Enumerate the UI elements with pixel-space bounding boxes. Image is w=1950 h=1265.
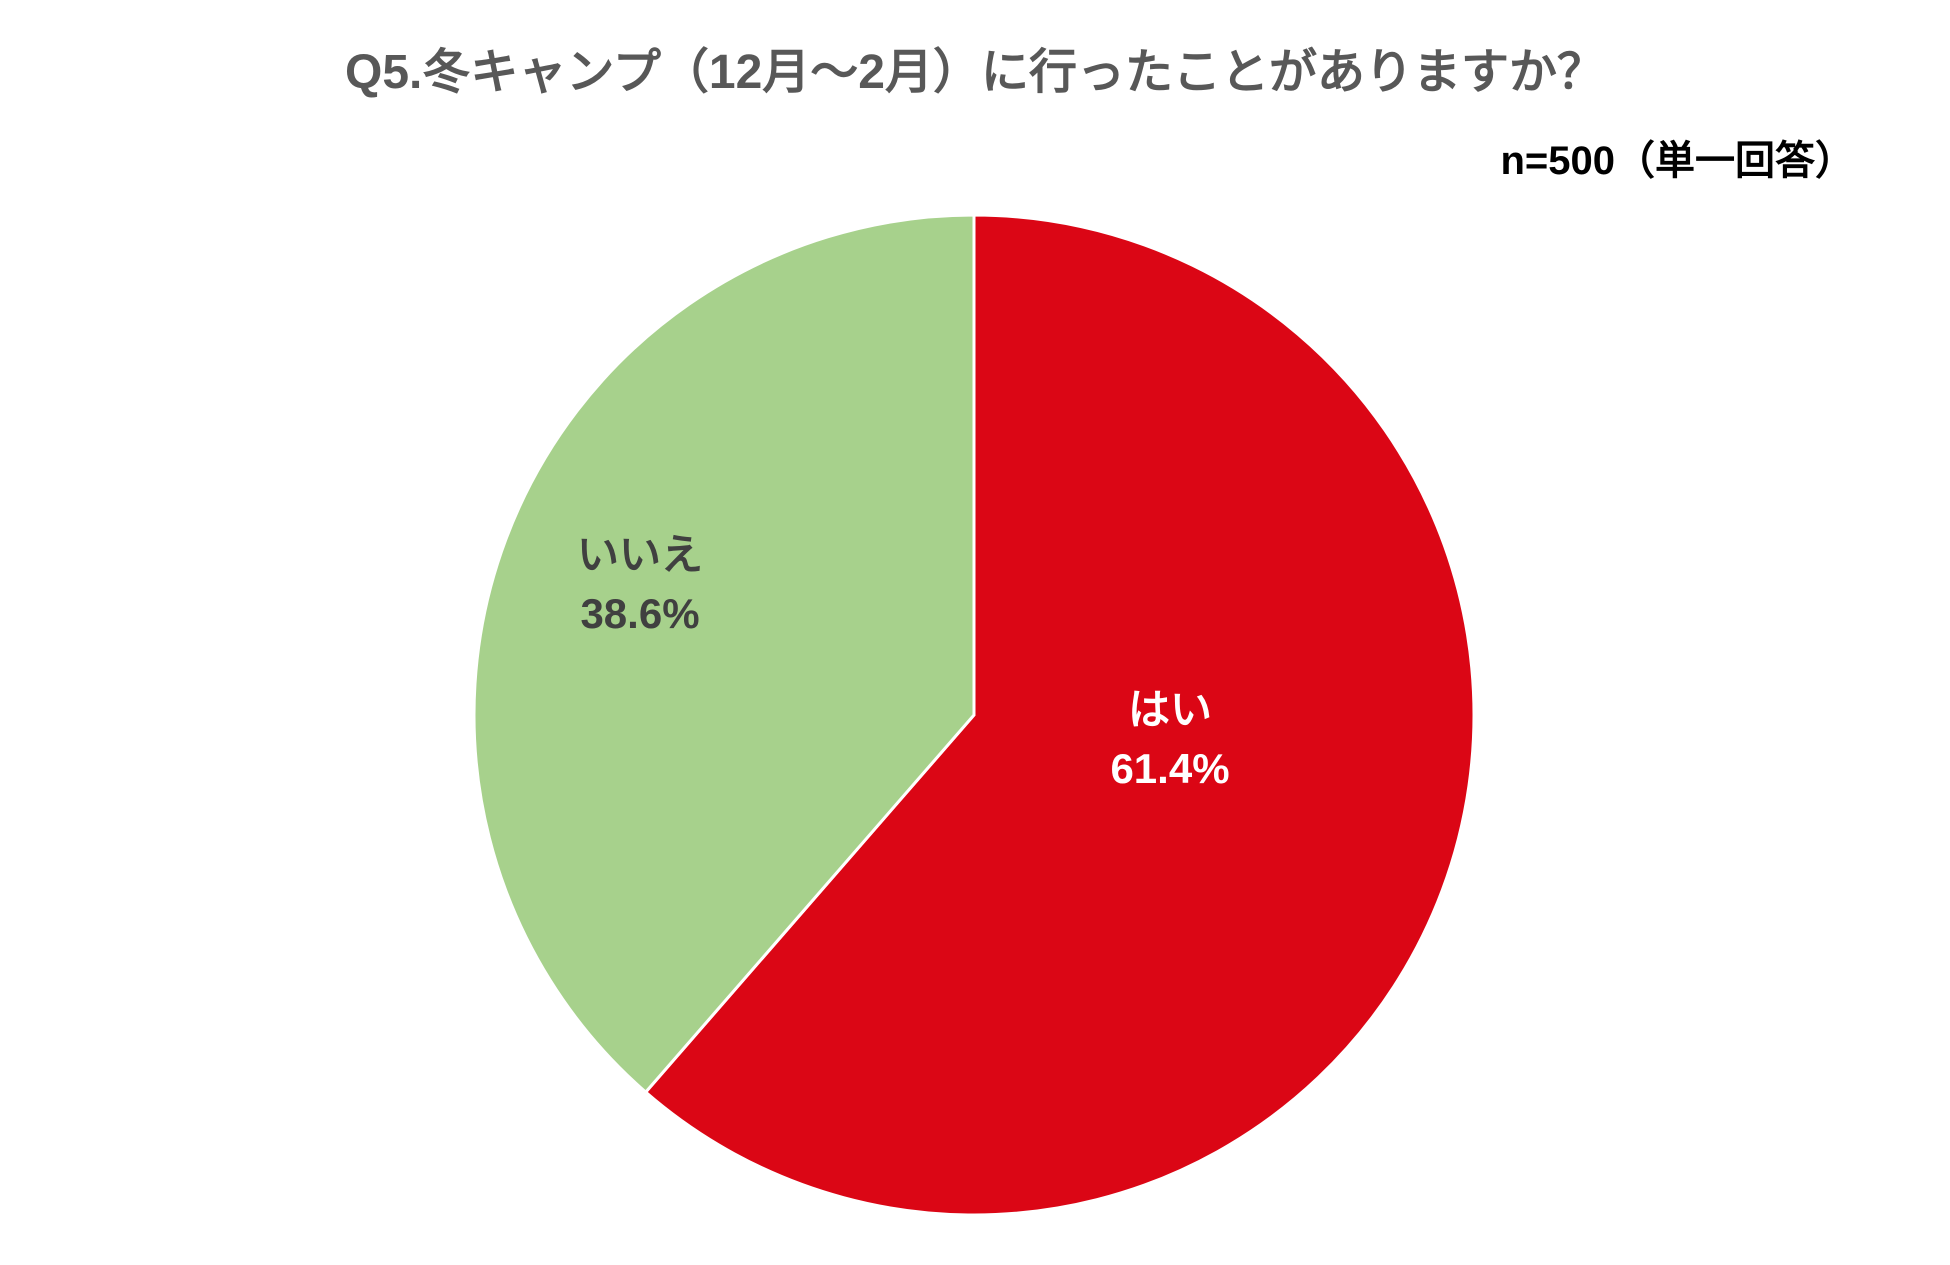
chart-title: Q5.冬キャンプ（12月〜2月）に行ったことがありますか？ bbox=[0, 32, 1950, 102]
pie-svg bbox=[474, 215, 1474, 1215]
slice-label-0: はい61.4% bbox=[1110, 681, 1229, 799]
slice-label-name: はい bbox=[1110, 681, 1229, 740]
slice-label-percent: 38.6% bbox=[577, 585, 703, 644]
pie-chart bbox=[474, 215, 1474, 1215]
sample-size-note: n=500（単一回答） bbox=[1500, 128, 1855, 186]
slice-label-percent: 61.4% bbox=[1110, 740, 1229, 799]
slice-label-1: いいえ38.6% bbox=[577, 526, 703, 644]
slice-label-name: いいえ bbox=[577, 526, 703, 585]
